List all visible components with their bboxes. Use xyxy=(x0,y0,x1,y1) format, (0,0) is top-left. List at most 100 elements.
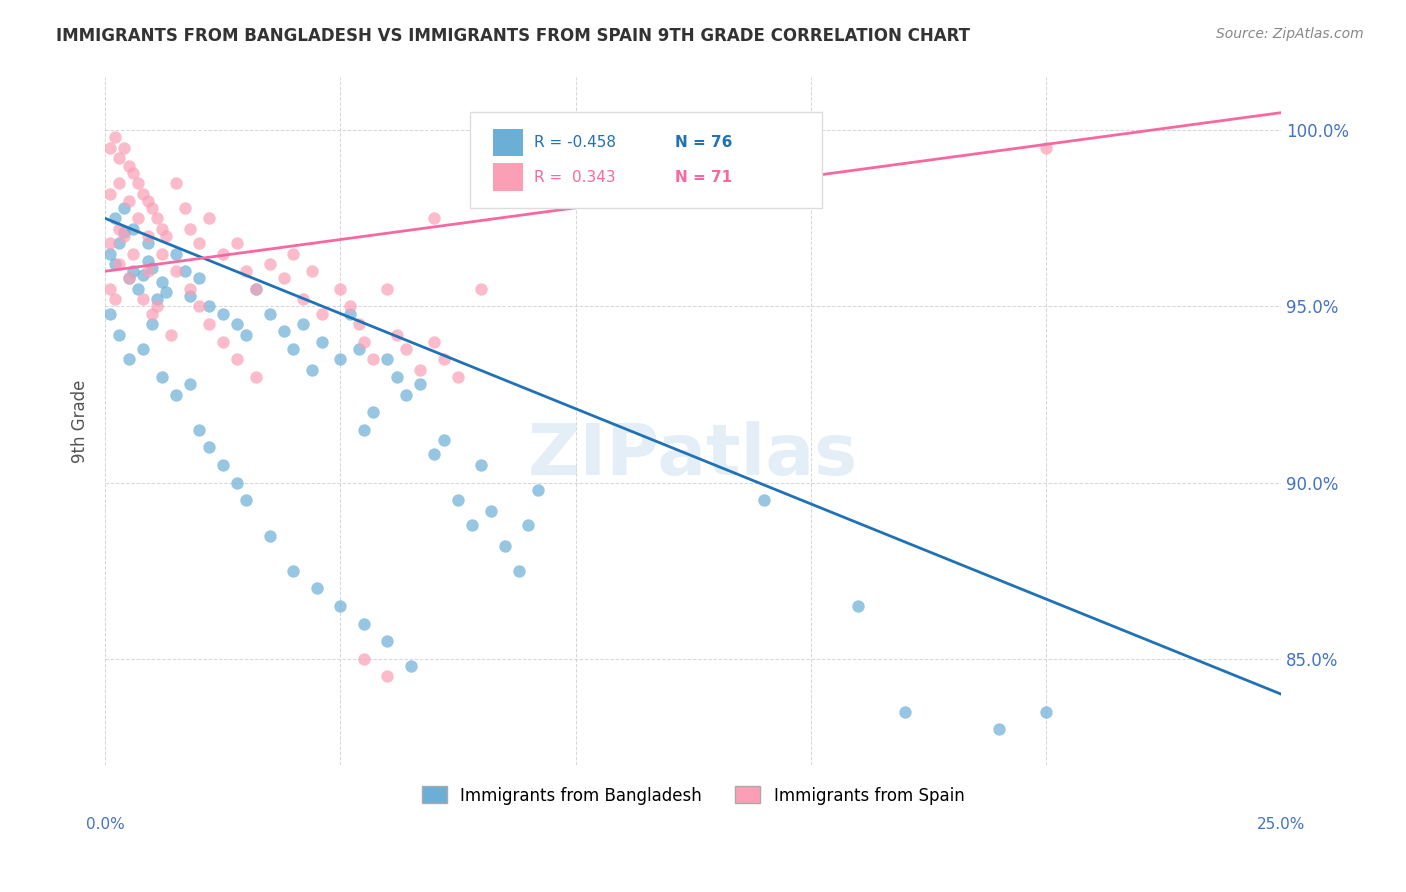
Text: IMMIGRANTS FROM BANGLADESH VS IMMIGRANTS FROM SPAIN 9TH GRADE CORRELATION CHART: IMMIGRANTS FROM BANGLADESH VS IMMIGRANTS… xyxy=(56,27,970,45)
Point xyxy=(291,317,314,331)
Point xyxy=(353,334,375,349)
Point xyxy=(108,257,131,271)
Point xyxy=(122,264,145,278)
Point xyxy=(395,342,418,356)
Point xyxy=(377,352,399,367)
Point xyxy=(508,564,530,578)
FancyBboxPatch shape xyxy=(470,112,823,208)
Point xyxy=(235,327,257,342)
Point xyxy=(385,327,408,342)
Point xyxy=(132,186,155,201)
Point xyxy=(470,282,492,296)
Point xyxy=(98,186,121,201)
Point xyxy=(339,300,361,314)
Point xyxy=(752,493,775,508)
Point xyxy=(409,363,432,377)
Point xyxy=(146,293,169,307)
Point xyxy=(395,387,418,401)
FancyBboxPatch shape xyxy=(494,129,523,156)
Point xyxy=(225,475,247,490)
Point xyxy=(132,342,155,356)
Point xyxy=(399,659,422,673)
Point xyxy=(361,405,384,419)
Point xyxy=(122,222,145,236)
Point xyxy=(273,271,295,285)
Point xyxy=(461,518,484,533)
Text: N = 71: N = 71 xyxy=(675,169,733,185)
Point xyxy=(150,222,173,236)
Point xyxy=(112,201,135,215)
Point xyxy=(225,317,247,331)
Point xyxy=(211,246,233,260)
Point xyxy=(283,246,305,260)
Point xyxy=(108,235,131,250)
Point xyxy=(165,387,187,401)
Text: ZIPatlas: ZIPatlas xyxy=(529,421,858,490)
Point xyxy=(353,616,375,631)
Point xyxy=(104,293,127,307)
Point xyxy=(146,300,169,314)
Point xyxy=(353,652,375,666)
Legend: Immigrants from Bangladesh, Immigrants from Spain: Immigrants from Bangladesh, Immigrants f… xyxy=(415,780,972,811)
Point xyxy=(136,253,159,268)
Point xyxy=(470,458,492,472)
Point xyxy=(112,229,135,244)
Point xyxy=(311,334,333,349)
Point xyxy=(104,211,127,226)
Text: 0.0%: 0.0% xyxy=(86,817,125,832)
Point xyxy=(409,376,432,391)
Point xyxy=(235,493,257,508)
Point xyxy=(305,582,328,596)
Point xyxy=(259,306,281,320)
Point xyxy=(188,423,211,437)
Point xyxy=(118,271,141,285)
Point xyxy=(423,211,446,226)
Point xyxy=(893,705,915,719)
Point xyxy=(127,211,149,226)
Point xyxy=(329,599,352,613)
Point xyxy=(165,264,187,278)
Point xyxy=(245,370,267,384)
Point xyxy=(150,370,173,384)
Point xyxy=(1035,705,1057,719)
Point xyxy=(1035,141,1057,155)
Point xyxy=(118,194,141,208)
Text: 25.0%: 25.0% xyxy=(1257,817,1305,832)
Point xyxy=(132,293,155,307)
Point xyxy=(188,271,211,285)
Point xyxy=(98,141,121,155)
Point xyxy=(179,376,201,391)
Point xyxy=(188,235,211,250)
Point xyxy=(527,483,550,497)
Point xyxy=(122,165,145,179)
Point xyxy=(423,334,446,349)
Point xyxy=(301,363,323,377)
Point xyxy=(377,634,399,648)
Point xyxy=(122,246,145,260)
Point xyxy=(291,293,314,307)
Point xyxy=(146,211,169,226)
Point xyxy=(494,539,516,553)
Point xyxy=(179,289,201,303)
Point xyxy=(155,285,177,300)
Point xyxy=(174,264,197,278)
Point xyxy=(273,324,295,338)
Point xyxy=(283,342,305,356)
Point xyxy=(108,327,131,342)
Text: R =  0.343: R = 0.343 xyxy=(534,169,616,185)
Point xyxy=(433,352,456,367)
Point xyxy=(108,176,131,190)
Point xyxy=(165,176,187,190)
Point xyxy=(155,229,177,244)
Point xyxy=(98,246,121,260)
Point xyxy=(197,317,219,331)
Point xyxy=(211,334,233,349)
Point xyxy=(127,282,149,296)
Point xyxy=(98,235,121,250)
FancyBboxPatch shape xyxy=(494,163,523,191)
Point xyxy=(108,152,131,166)
Point xyxy=(433,434,456,448)
Point xyxy=(423,448,446,462)
Point xyxy=(987,723,1010,737)
Point xyxy=(136,235,159,250)
